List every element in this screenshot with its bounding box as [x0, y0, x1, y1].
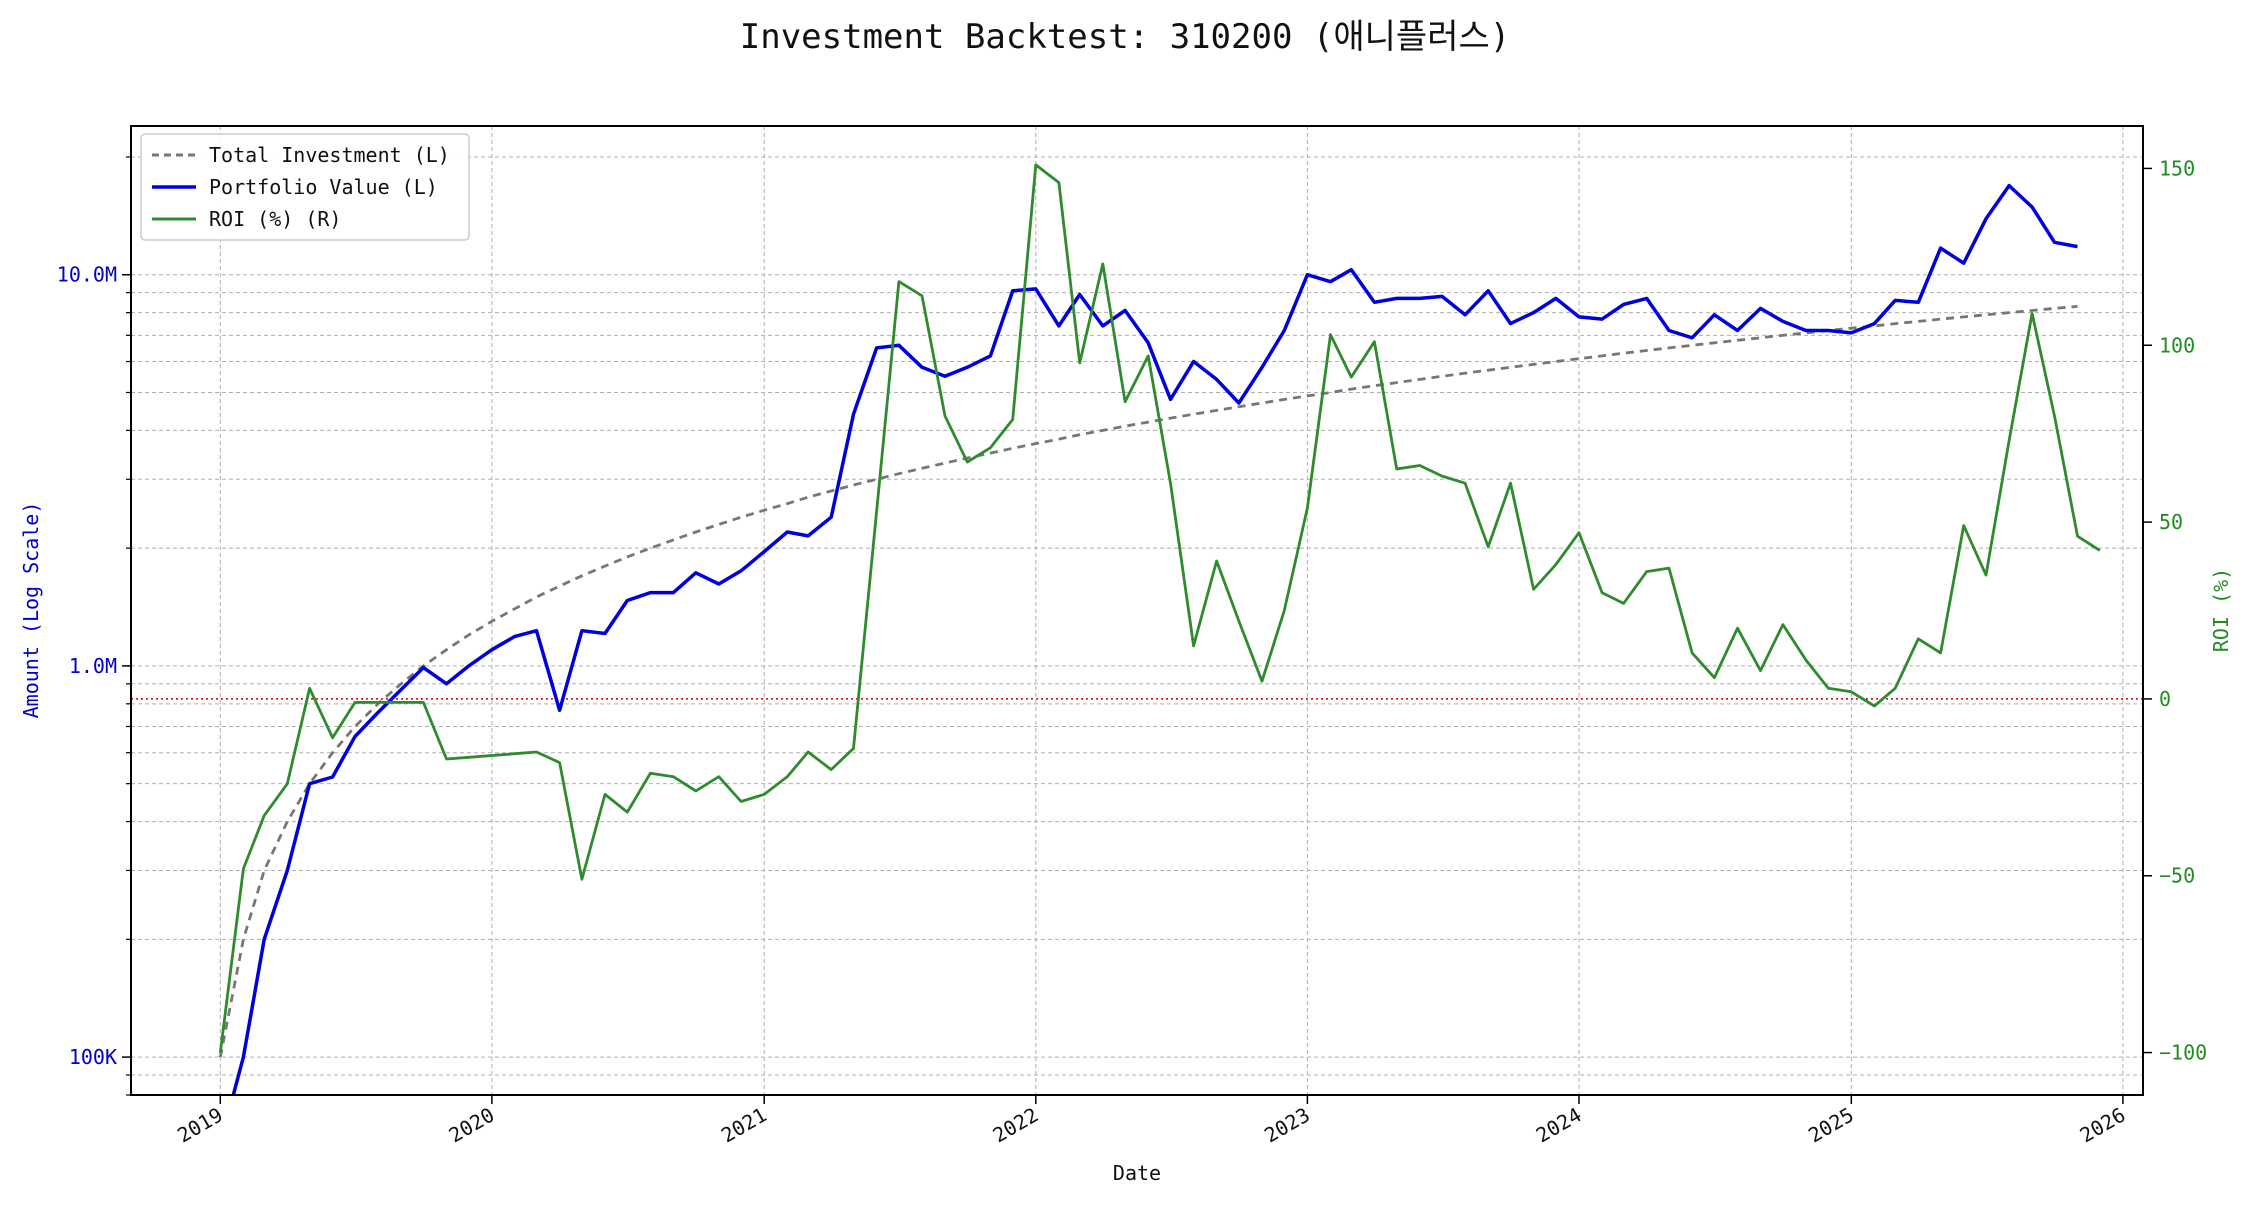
- x-tick-label: 2021: [717, 1103, 771, 1148]
- x-tick-label: 2022: [989, 1103, 1043, 1148]
- x-axis-label: Date: [1113, 1161, 1161, 1185]
- left-tick-label: 10.0M: [57, 263, 117, 287]
- right-tick-label: 0: [2159, 687, 2171, 711]
- left-axis-ticks: 100K 1.0M 10.0M: [57, 156, 131, 1096]
- right-axis-ticks: −100 −50 0 50 100 150: [2143, 156, 2207, 1065]
- legend-box: [140, 133, 470, 241]
- grid-layer: [131, 126, 2143, 1096]
- right-tick-label: 100: [2159, 333, 2195, 357]
- x-tick-label: 2025: [1804, 1103, 1858, 1148]
- left-tick-label: 100K: [69, 1045, 117, 1069]
- right-tick-label: 150: [2159, 156, 2195, 180]
- left-axis-label: Amount (Log Scale): [19, 502, 43, 719]
- legend: Total Investment (L) Portfolio Value (L)…: [140, 133, 470, 241]
- series-layer: [218, 163, 2101, 1095]
- x-tick-label: 2019: [173, 1103, 227, 1148]
- x-tick-label: 2023: [1260, 1103, 1314, 1148]
- right-tick-label: 50: [2159, 510, 2183, 534]
- legend-label-portfolio-value: Portfolio Value (L): [209, 175, 438, 199]
- roi-line: [218, 163, 2101, 1053]
- plot-frame: [130, 125, 2144, 1096]
- chart-title: Investment Backtest: 310200 (애니플러스): [740, 17, 1511, 57]
- legend-label-roi: ROI (%) (R): [209, 207, 341, 231]
- legend-label-total-investment: Total Investment (L): [209, 143, 450, 167]
- portfolio-value-line: [231, 183, 2078, 1095]
- x-axis-ticks: 2019 2020 2021 2022 2023 2024 2025 2026: [173, 1095, 2129, 1147]
- right-tick-label: −100: [2159, 1041, 2207, 1065]
- right-tick-label: −50: [2159, 864, 2195, 888]
- left-tick-label: 1.0M: [69, 654, 117, 678]
- total-investment-line: [218, 305, 2078, 1058]
- right-axis-label: ROI (%): [2209, 568, 2233, 652]
- x-tick-label: 2020: [445, 1103, 499, 1148]
- x-tick-label: 2026: [2076, 1103, 2130, 1148]
- x-tick-label: 2024: [1532, 1103, 1586, 1148]
